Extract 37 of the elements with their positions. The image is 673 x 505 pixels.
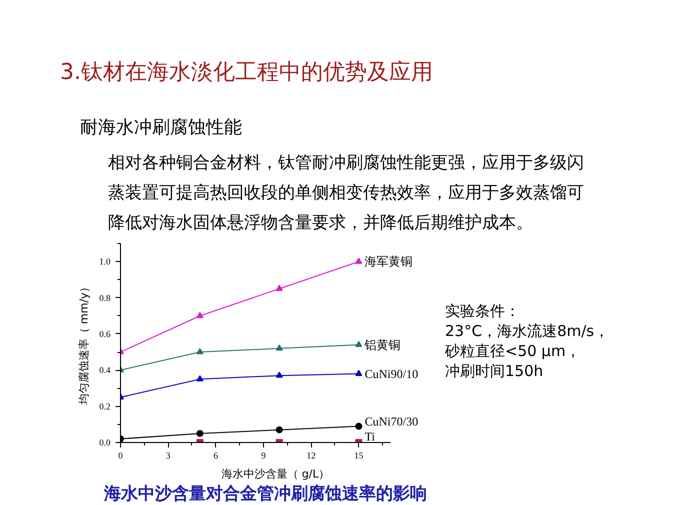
point — [355, 370, 362, 376]
x-tick-label: 3 — [166, 450, 171, 460]
y-axis-title: 均匀腐蚀速率（ mm/y） — [77, 281, 90, 406]
text: 相对各种铜合金材料，钛管耐冲刷腐蚀性能更强，应用于多级闪蒸装置可提高热回收段的单侧相变传热效率，应用于多效蒸馏可降低对海水固体悬浮物含量要求，并降低后期维护成本。 — [108, 152, 585, 235]
point — [196, 430, 204, 437]
x-tick-label: 12 — [306, 450, 316, 460]
point — [355, 258, 362, 264]
y-tick-label: 1.0 — [99, 256, 111, 267]
chart-subtitle: 耐海水冲刷腐蚀性能 — [80, 116, 242, 140]
series-label: 铝黄铜 — [364, 338, 401, 352]
point — [196, 375, 204, 382]
point — [196, 348, 204, 354]
x-tick-label: 0 — [118, 450, 124, 460]
point — [276, 284, 283, 291]
series-label: CuNi90/10 — [364, 366, 418, 381]
y-tick-label: 0.2 — [99, 401, 110, 412]
x-tick-label: 6 — [214, 450, 219, 460]
series-label: CuNi70/30 — [364, 414, 418, 429]
series-label: 海军黄铜 — [364, 254, 413, 269]
point — [276, 372, 283, 378]
series-label: Ti — [364, 430, 376, 444]
x-tick-label: 15 — [354, 450, 364, 460]
y-tick-label: 0.6 — [99, 328, 111, 339]
y-tick-label: 0.4 — [99, 365, 111, 376]
text: 23°C，海水流速8m/s，砂粒直径<50 μm，冲刷时间150h — [445, 322, 610, 380]
y-tick-label: 0.8 — [99, 292, 111, 303]
point — [276, 426, 283, 434]
point — [355, 422, 362, 430]
x-axis-title: 海水中沙含量（ g/L） — [221, 468, 330, 480]
point — [355, 340, 362, 348]
point — [276, 344, 283, 351]
x-tick-label: 9 — [261, 450, 266, 460]
chart-title: 3.钛材在海水淡化工程中的优势及应用 — [60, 59, 433, 87]
text: 海水中沙含量对合金管冲刷腐蚀速率的影响 — [104, 483, 427, 505]
y-tick-label: 0.0 — [99, 438, 111, 448]
text: 实验条件： — [445, 301, 520, 321]
point — [196, 312, 204, 318]
